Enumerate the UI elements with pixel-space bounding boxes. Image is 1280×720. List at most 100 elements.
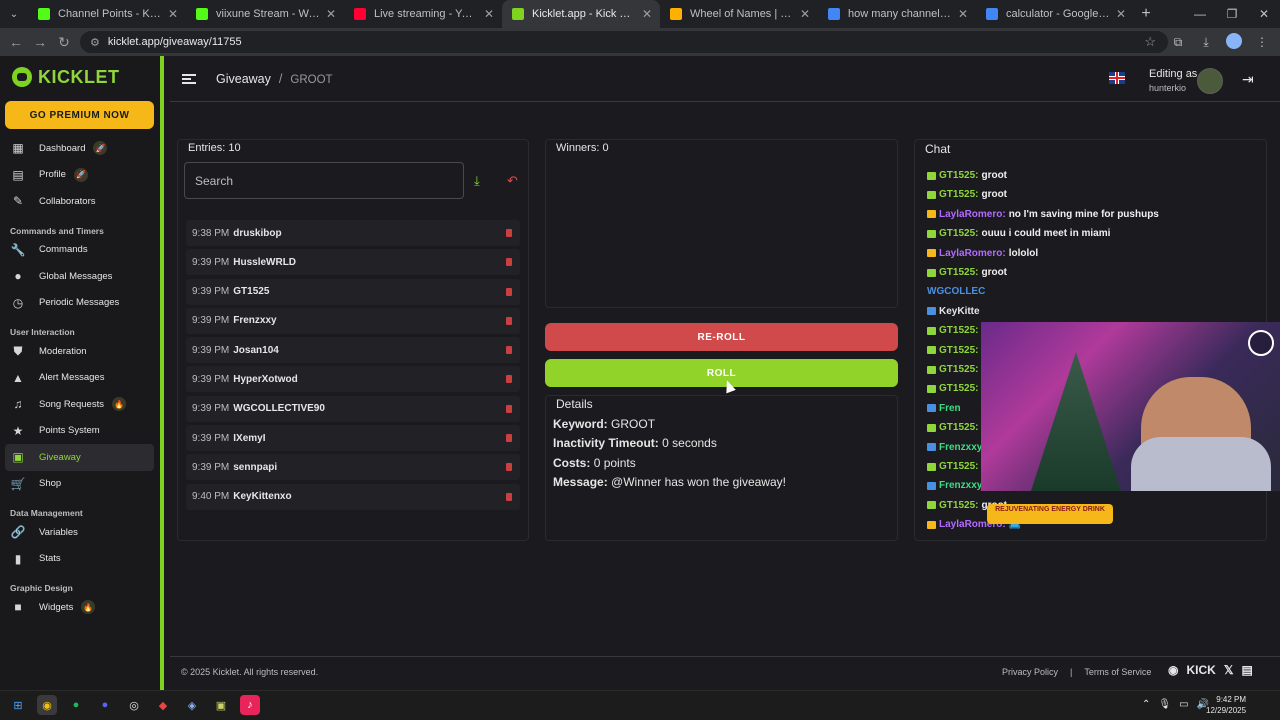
close-tab-icon[interactable]: ✕: [483, 7, 494, 21]
extensions-icon[interactable]: ⧉: [1173, 34, 1183, 49]
close-window-icon[interactable]: ✕: [1258, 7, 1270, 21]
trash-icon[interactable]: [506, 229, 512, 237]
close-tab-icon[interactable]: ✕: [167, 7, 178, 21]
close-tab-icon[interactable]: ✕: [1115, 7, 1126, 21]
maps-icon[interactable]: ◆: [158, 699, 168, 712]
tab-search-icon[interactable]: ⌄: [9, 8, 19, 20]
chat-username[interactable]: GT1525:: [939, 364, 979, 375]
bookmark-star-icon[interactable]: ☆: [1144, 34, 1156, 49]
sidebar-item-widgets[interactable]: ■ Widgets 🔥: [0, 594, 154, 621]
trash-icon[interactable]: [506, 463, 512, 472]
address-bar[interactable]: ⚙ kicklet.app/giveaway/11755 ☆: [80, 31, 1168, 53]
close-tab-icon[interactable]: ✕: [641, 7, 652, 21]
hamburger-menu-icon[interactable]: [182, 73, 196, 84]
sidebar-item-points-system[interactable]: ★ Points System: [0, 418, 154, 445]
sidebar-item-global-messages[interactable]: ● Global Messages: [0, 263, 154, 290]
sidebar-item-stats[interactable]: ▮ Stats: [0, 546, 154, 573]
chat-username[interactable]: GT1525:: [939, 499, 979, 511]
chat-username[interactable]: GT1525:: [939, 228, 979, 240]
trash-icon[interactable]: [506, 346, 512, 355]
reload-icon[interactable]: ↻: [58, 33, 70, 50]
close-tab-icon[interactable]: ✕: [957, 7, 968, 21]
discord-icon[interactable]: ◉: [1168, 663, 1179, 677]
chat-username[interactable]: GT1525:: [939, 325, 979, 337]
privacy-link[interactable]: Privacy Policy: [1002, 667, 1059, 677]
download-icon[interactable]: ⤓: [1203, 34, 1209, 49]
trash-icon[interactable]: [506, 492, 512, 501]
trash-icon[interactable]: [506, 258, 512, 267]
clock[interactable]: 9:42 PM 12/29/2025: [1206, 695, 1247, 715]
sidebar-item-variables[interactable]: 🔗 Variables: [0, 519, 154, 546]
avatar[interactable]: [1197, 68, 1223, 94]
chat-username[interactable]: GT1525:: [939, 189, 979, 201]
x-icon[interactable]: 𝕏: [1223, 663, 1234, 677]
chat-username[interactable]: Frenzxxy:: [939, 480, 986, 492]
trash-icon[interactable]: [506, 375, 512, 384]
close-tab-icon[interactable]: ✕: [799, 7, 810, 21]
mic-icon[interactable]: 🎙: [1158, 699, 1172, 710]
chrome-icon[interactable]: ◉: [37, 695, 57, 715]
kick-icon[interactable]: KICK: [1186, 663, 1216, 677]
sidebar-item-giveaway[interactable]: ▣ Giveaway: [5, 444, 154, 471]
terms-link[interactable]: Terms of Service: [1084, 667, 1152, 677]
discord-taskbar-icon[interactable]: ●: [101, 699, 109, 711]
roll-button[interactable]: ROLL: [545, 359, 898, 387]
uk-flag-icon[interactable]: [1109, 72, 1125, 84]
browser-tab[interactable]: viixune Stream - Watch Live on✕: [186, 0, 344, 28]
new-tab-button[interactable]: +: [1141, 5, 1151, 22]
chat-username[interactable]: KeyKitte: [939, 305, 980, 317]
app-icon[interactable]: ▣: [215, 699, 227, 712]
trash-icon[interactable]: [506, 434, 512, 443]
chat-username[interactable]: GT1525:: [939, 344, 979, 356]
chat-username[interactable]: GT1525:: [939, 267, 979, 278]
site-info-icon[interactable]: ⚙: [90, 36, 100, 49]
chat-username[interactable]: WGCOLLEC: [927, 286, 986, 298]
sidebar-item-collaborators[interactable]: ✎ Collaborators: [0, 188, 154, 215]
chat-username[interactable]: GT1525:: [939, 170, 979, 181]
breadcrumb-giveaway[interactable]: Giveaway: [216, 71, 271, 86]
windows-start-icon[interactable]: ⊞: [13, 699, 23, 712]
chat-username[interactable]: Frenzxxy:: [939, 441, 986, 453]
sidebar-item-alert-messages[interactable]: ▲ Alert Messages: [0, 365, 154, 392]
browser-tab[interactable]: how many channel points per✕: [818, 0, 976, 28]
browser-tab[interactable]: calculator - Google Search✕: [976, 0, 1134, 28]
browser-tab[interactable]: Kicklet.app - Kick Chatbot and✕: [502, 0, 660, 28]
logout-icon[interactable]: ⇥: [1242, 71, 1254, 87]
close-tab-icon[interactable]: ✕: [325, 7, 336, 21]
chat-username[interactable]: GT1525:: [939, 383, 979, 395]
sidebar-item-profile[interactable]: ▤ Profile 🚀: [0, 162, 154, 189]
trash-icon[interactable]: [506, 404, 512, 413]
obs-icon[interactable]: ◎: [129, 699, 139, 712]
chat-username[interactable]: LaylaRomero:: [939, 519, 1006, 531]
trash-icon[interactable]: [506, 287, 512, 296]
volume-icon[interactable]: 🔊: [1196, 699, 1209, 710]
browser-tab[interactable]: Channel Points - Kick Dashboard✕: [28, 0, 186, 28]
chat-username[interactable]: GT1525:: [939, 461, 979, 472]
chat-username[interactable]: LaylaRomero:: [939, 208, 1006, 220]
sidebar-item-moderation[interactable]: ⛊ Moderation: [0, 338, 154, 365]
sidebar-item-shop[interactable]: 🛒 Shop: [0, 471, 154, 498]
chat-username[interactable]: GT1525:: [939, 422, 979, 434]
minimize-icon[interactable]: —: [1194, 7, 1206, 21]
reroll-button[interactable]: RE-ROLL: [545, 323, 898, 351]
sidebar-item-song-requests[interactable]: ♫ Song Requests 🔥: [0, 391, 154, 418]
tray-chevron-icon[interactable]: ⌃: [1142, 699, 1151, 710]
go-premium-button[interactable]: GO PREMIUM NOW: [5, 101, 154, 129]
sidebar-item-commands[interactable]: 🔧 Commands: [0, 237, 154, 264]
download-entries-icon[interactable]: ⤓: [474, 173, 480, 188]
docs-icon[interactable]: ▤: [1241, 663, 1253, 677]
tiktok-icon[interactable]: ♪: [240, 695, 260, 715]
sidebar-item-periodic-messages[interactable]: ◷ Periodic Messages: [0, 290, 154, 317]
profile-icon[interactable]: [1224, 32, 1244, 52]
search-input[interactable]: [184, 162, 464, 199]
steam-icon[interactable]: ◈: [187, 699, 197, 712]
browser-tab[interactable]: Wheel of Names | Random name✕: [660, 0, 818, 28]
spotify-icon[interactable]: ●: [72, 699, 80, 711]
restore-icon[interactable]: ❐: [1226, 7, 1238, 21]
back-icon[interactable]: ←: [9, 34, 23, 50]
trash-icon[interactable]: [506, 316, 512, 325]
kicklet-logo[interactable]: KICKLET: [0, 56, 160, 98]
chat-username[interactable]: Fren: [939, 402, 961, 414]
sidebar-item-dashboard[interactable]: ▦ Dashboard 🚀: [0, 135, 154, 162]
menu-icon[interactable]: ⋮: [1256, 35, 1268, 49]
